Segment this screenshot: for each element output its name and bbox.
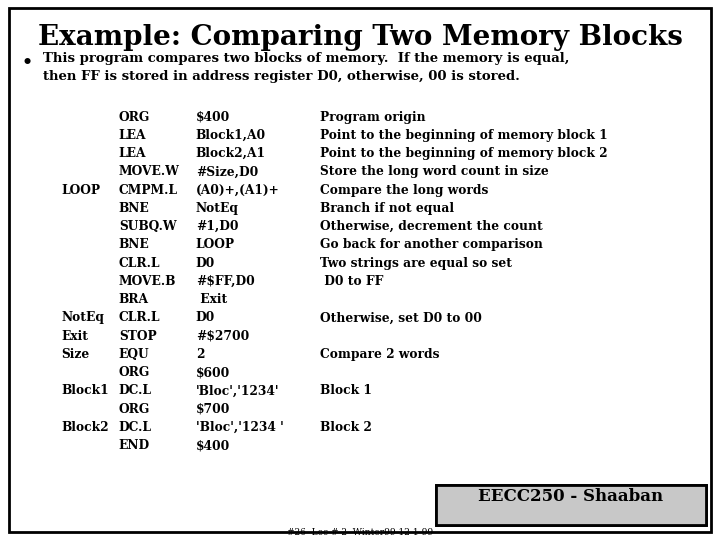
Text: Store the long word count in size: Store the long word count in size [320,165,549,178]
Text: Branch if not equal: Branch if not equal [320,202,454,215]
Text: Otherwise, decrement the count: Otherwise, decrement the count [320,220,543,233]
Text: Otherwise, set D0 to 00: Otherwise, set D0 to 00 [320,312,482,325]
Text: 'Bloc','1234 ': 'Bloc','1234 ' [196,421,284,434]
Text: EQU: EQU [119,348,150,361]
Text: Block 1: Block 1 [320,384,372,397]
FancyBboxPatch shape [9,8,711,532]
Text: DC.L: DC.L [119,384,152,397]
Text: EECC250 - Shaaban: EECC250 - Shaaban [478,488,664,504]
Text: #$FF,D0: #$FF,D0 [196,275,255,288]
Text: NotEq: NotEq [196,202,239,215]
Text: Size: Size [61,348,89,361]
Text: Block1,A0: Block1,A0 [196,129,266,142]
Text: Program origin: Program origin [320,111,426,124]
Text: Example: Comparing Two Memory Blocks: Example: Comparing Two Memory Blocks [37,24,683,51]
Text: #$2700: #$2700 [196,330,249,343]
Text: STOP: STOP [119,330,156,343]
Text: #Size,D0: #Size,D0 [196,165,258,178]
FancyBboxPatch shape [436,485,706,525]
Text: D0: D0 [196,312,215,325]
Text: ORG: ORG [119,403,150,416]
Text: 2: 2 [196,348,204,361]
Text: Block2: Block2 [61,421,109,434]
Text: D0 to FF: D0 to FF [320,275,384,288]
Text: $600: $600 [196,366,230,379]
Text: NotEq: NotEq [61,312,104,325]
Text: Compare 2 words: Compare 2 words [320,348,440,361]
Text: Block2,A1: Block2,A1 [196,147,266,160]
Text: $400: $400 [196,439,230,452]
Text: LEA: LEA [119,147,146,160]
Text: SUBQ.W: SUBQ.W [119,220,176,233]
Text: then FF is stored in address register D0, otherwise, 00 is stored.: then FF is stored in address register D0… [43,70,520,83]
Text: CMPM.L: CMPM.L [119,184,178,197]
Text: ORG: ORG [119,111,150,124]
Text: Block1: Block1 [61,384,109,397]
Text: $400: $400 [196,111,230,124]
Text: ORG: ORG [119,366,150,379]
Text: Point to the beginning of memory block 1: Point to the beginning of memory block 1 [320,129,608,142]
Text: Go back for another comparison: Go back for another comparison [320,239,544,252]
Text: $700: $700 [196,403,230,416]
Text: 'Bloc','1234': 'Bloc','1234' [196,384,279,397]
Text: MOVE.W: MOVE.W [119,165,180,178]
Text: BNE: BNE [119,202,150,215]
Text: D0: D0 [196,256,215,269]
Text: CLR.L: CLR.L [119,312,161,325]
Text: Exit: Exit [196,293,227,306]
Text: #1,D0: #1,D0 [196,220,238,233]
Text: BNE: BNE [119,239,150,252]
Text: END: END [119,439,150,452]
Text: DC.L: DC.L [119,421,152,434]
Text: (A0)+,(A1)+: (A0)+,(A1)+ [196,184,279,197]
Text: Block 2: Block 2 [320,421,372,434]
Text: Two strings are equal so set: Two strings are equal so set [320,256,513,269]
Text: MOVE.B: MOVE.B [119,275,176,288]
Text: Exit: Exit [61,330,89,343]
Text: CLR.L: CLR.L [119,256,161,269]
Text: LOOP: LOOP [196,239,235,252]
Text: LOOP: LOOP [61,184,100,197]
FancyBboxPatch shape [436,485,706,525]
Text: #26  Lec # 2  Winter99 12-1-99: #26 Lec # 2 Winter99 12-1-99 [287,528,433,537]
FancyBboxPatch shape [441,489,711,528]
Text: BRA: BRA [119,293,149,306]
Text: Point to the beginning of memory block 2: Point to the beginning of memory block 2 [320,147,608,160]
Text: This program compares two blocks of memory.  If the memory is equal,: This program compares two blocks of memo… [43,52,570,65]
Text: LEA: LEA [119,129,146,142]
Text: Compare the long words: Compare the long words [320,184,489,197]
Text: •: • [22,54,32,71]
